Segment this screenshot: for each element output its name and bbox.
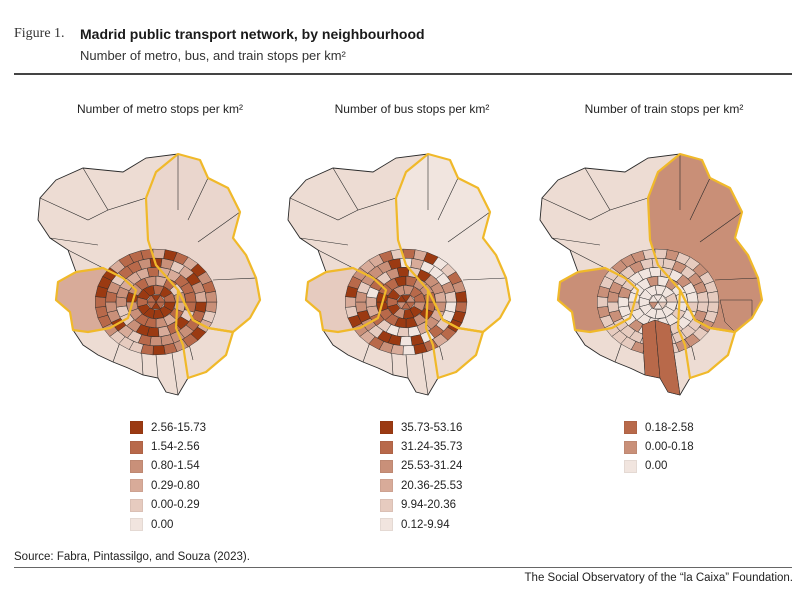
legend-swatch [624,421,637,435]
figure-subtitle: Number of metro, bus, and train stops pe… [80,48,346,63]
top-divider [14,73,792,75]
metro-map [37,152,262,396]
legend-swatch [130,440,143,454]
legend-swatch [130,479,143,493]
legend-label: 9.94-20.36 [401,499,456,512]
legend-label: 1.54-2.56 [151,441,200,454]
train-map [539,152,764,396]
legend-item: 0.00-0.29 [130,496,206,515]
train-panel-title: Number of train stops per km² [584,102,744,116]
legend-label: 0.00-0.18 [645,441,694,454]
legend-label: 0.00-0.29 [151,499,200,512]
legend-label: 31.24-35.73 [401,441,463,454]
legend-swatch [130,518,143,532]
legend-item: 35.73-53.16 [380,418,462,437]
legend-item: 0.00 [624,457,694,476]
legend-label: 0.00 [151,518,174,531]
legend-swatch [380,440,393,454]
legend-item: 0.00-0.18 [624,437,694,456]
legend-swatch [130,459,143,473]
legend-item: 0.00 [130,515,206,534]
bus-map-base [287,152,512,396]
bus-legend: 35.73-53.16 31.24-35.73 25.53-31.24 20.3… [380,418,462,534]
legend-label: 0.12-9.94 [401,518,450,531]
legend-item: 0.80-1.54 [130,457,206,476]
legend-label: 0.18-2.58 [645,421,694,434]
legend-swatch [624,440,637,454]
bottom-divider [14,567,792,568]
legend-item: 0.29-0.80 [130,476,206,495]
legend-swatch [380,479,393,493]
legend-label: 0.00 [645,460,668,473]
legend-item: 20.36-25.53 [380,476,462,495]
legend-swatch [130,498,143,512]
metro-legend: 2.56-15.73 1.54-2.56 0.80-1.54 0.29-0.80… [130,418,206,534]
legend-swatch [380,421,393,435]
legend-label: 25.53-31.24 [401,460,463,473]
legend-swatch [380,498,393,512]
legend-item: 31.24-35.73 [380,437,462,456]
bus-map [287,152,512,396]
legend-swatch [130,421,143,435]
legend-label: 35.73-53.16 [401,421,463,434]
source-note: Source: Fabra, Pintassilgo, and Souza (2… [14,551,250,563]
bus-panel-title: Number of bus stops per km² [334,102,490,116]
metro-panel-title: Number of metro stops per km² [76,102,244,116]
legend-item: 9.94-20.36 [380,496,462,515]
legend-swatch [624,459,637,473]
legend-item: 1.54-2.56 [130,437,206,456]
legend-label: 0.29-0.80 [151,479,200,492]
legend-item: 25.53-31.24 [380,457,462,476]
legend-swatch [380,518,393,532]
train-legend: 0.18-2.58 0.00-0.18 0.00 [624,418,694,476]
figure-title: Madrid public transport network, by neig… [80,26,425,42]
legend-label: 0.80-1.54 [151,460,200,473]
legend-label: 2.56-15.73 [151,421,206,434]
figure-label: Figure 1. [14,26,65,41]
train-map-base [539,152,764,396]
legend-item: 0.12-9.94 [380,515,462,534]
metro-map-base [37,152,262,396]
legend-label: 20.36-25.53 [401,479,463,492]
legend-swatch [380,459,393,473]
credit-note: The Social Observatory of the “la Caixa”… [524,572,793,584]
legend-item: 0.18-2.58 [624,418,694,437]
legend-item: 2.56-15.73 [130,418,206,437]
